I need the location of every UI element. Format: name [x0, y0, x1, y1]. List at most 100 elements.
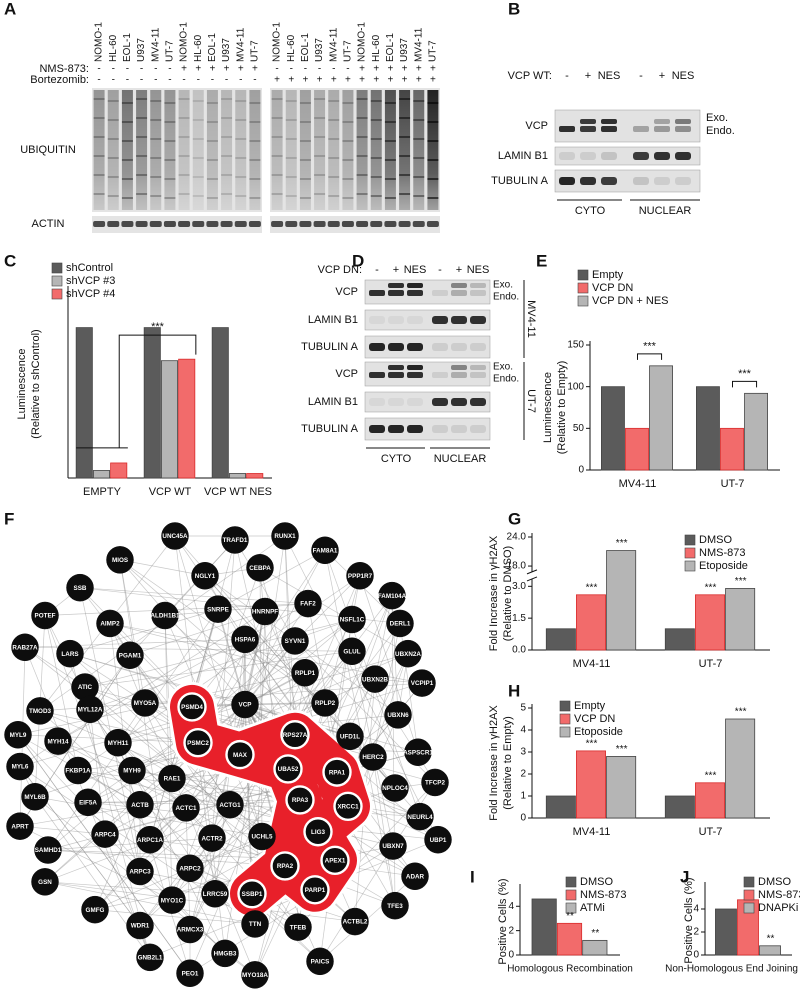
network-node [311, 536, 339, 565]
node-label: FAF2 [300, 601, 316, 608]
blot-band [149, 221, 162, 227]
band-label: Exo. [706, 112, 728, 124]
network-node [338, 605, 366, 634]
blot-band [601, 126, 617, 132]
lane-label: EOL-1 [122, 33, 133, 62]
row-label: LAMIN B1 [308, 314, 358, 326]
network-node [273, 754, 303, 784]
node-label: UCHL5 [252, 834, 273, 841]
blot-band [328, 119, 340, 121]
blot-band [235, 138, 247, 140]
node-label: SNRPE [207, 606, 229, 613]
network-node [291, 658, 319, 687]
bortezomib-sign: + [359, 75, 365, 86]
y-tick-label: 4 [520, 725, 526, 736]
network-edge [319, 845, 394, 962]
legend-label: DNAPKi [758, 902, 798, 914]
row-label: TUBULIN A [491, 175, 549, 187]
network-edge [284, 535, 439, 840]
significance-label: *** [705, 582, 717, 593]
blot-band [342, 140, 354, 142]
node-label: TFE3 [387, 903, 403, 910]
blot-band [150, 100, 162, 102]
blot-band [121, 159, 133, 161]
nms-sign: + [209, 64, 215, 75]
blot-band [271, 155, 283, 157]
blot-band [164, 159, 176, 161]
legend-label: shVCP #4 [66, 288, 115, 300]
blot-band [107, 221, 120, 227]
node-label: ARMCX3 [177, 927, 204, 934]
blot-band [341, 221, 354, 227]
legend-label: shControl [66, 262, 113, 274]
node-label: HERC2 [362, 754, 384, 761]
condition-label: NES [672, 70, 695, 82]
x-tick-label: Homologous Recombination [507, 964, 633, 975]
bar [576, 594, 606, 651]
blot-band [399, 174, 411, 176]
blot-band [407, 398, 423, 406]
blot-band [559, 126, 575, 132]
blot-band [580, 126, 596, 132]
blot-band [136, 136, 148, 138]
legend-swatch [684, 547, 696, 559]
blot-band [342, 159, 354, 161]
fraction-label: CYTO [575, 205, 606, 217]
network-edge [109, 623, 306, 674]
blot-band [356, 174, 368, 176]
condition-label: + [456, 264, 462, 276]
bortezomib-sign: - [239, 75, 242, 86]
legend-swatch [684, 534, 696, 546]
blot-band [432, 290, 448, 296]
blot-band [121, 221, 134, 227]
blot-band [633, 177, 649, 185]
blot-band [299, 221, 312, 227]
node-label: ARPC4 [94, 831, 116, 838]
blot-band [580, 119, 596, 124]
blot-band [136, 117, 148, 119]
legend-swatch [577, 269, 589, 281]
network-node [424, 825, 452, 854]
node-label: RAE1 [164, 776, 181, 783]
node-label: UBXN2A [395, 651, 421, 658]
bar [576, 750, 606, 819]
blot-background [92, 216, 262, 233]
blot-band [121, 102, 133, 104]
significance-label: *** [705, 770, 717, 781]
blot-band [413, 100, 425, 102]
network-node [359, 743, 387, 771]
bortezomib-sign: + [331, 75, 337, 86]
blot-band [299, 121, 311, 123]
node-label: APEX1 [325, 858, 346, 865]
blot-background [270, 216, 440, 233]
nms-sign: + [387, 64, 393, 75]
blot-band [432, 372, 448, 378]
blot-smear [93, 90, 105, 210]
panel-letter: C [4, 251, 16, 270]
node-label: ARPC3 [129, 869, 151, 876]
blot-band [451, 425, 467, 433]
cell-line-label: MV4-11 [525, 300, 537, 338]
blot-band [249, 140, 261, 142]
x-tick-label: UT-7 [699, 826, 723, 838]
bortezomib-sign: - [126, 75, 129, 86]
nms-sign: + [252, 64, 258, 75]
bar [545, 628, 576, 651]
node-label: UBXN7 [382, 843, 404, 850]
nms-sign: + [430, 64, 436, 75]
network-node [221, 526, 249, 554]
blot-band [369, 290, 385, 296]
significance-label: ** [566, 911, 574, 922]
network-edge [19, 825, 106, 835]
network-node [176, 854, 204, 883]
blot-band [369, 425, 385, 433]
blot-band [407, 365, 423, 370]
blot-band [192, 100, 204, 102]
network-node [204, 595, 232, 623]
blot-band [328, 100, 340, 102]
blot-band [221, 98, 233, 100]
network-node [216, 790, 244, 819]
lane-label: HL-60 [193, 34, 204, 62]
bar [143, 327, 161, 479]
blot-band [356, 136, 368, 138]
